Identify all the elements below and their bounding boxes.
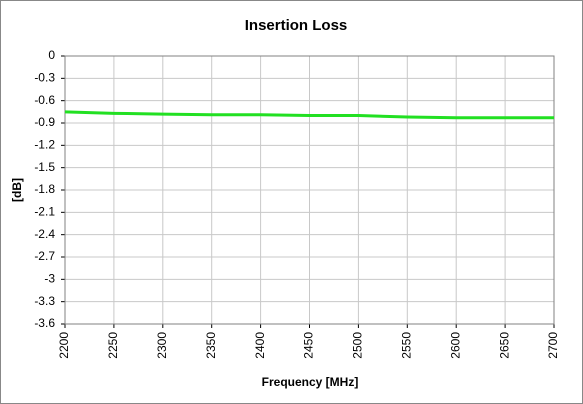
y-tick-label: -1.5 [34, 160, 55, 174]
x-tick-label: 2700 [546, 332, 560, 359]
plot-border [64, 55, 555, 325]
y-tick-label: -0.6 [34, 93, 55, 107]
x-tick-label: 2250 [106, 332, 120, 359]
y-tick-label: -1.2 [34, 138, 55, 152]
x-tick-label: 2200 [57, 332, 71, 359]
x-tick-label: 2600 [448, 332, 462, 359]
x-tick-label: 2350 [204, 332, 218, 359]
y-tick-label: -3.6 [34, 316, 55, 330]
y-tick-label: -0.9 [34, 115, 55, 129]
y-axis-label: [dB] [10, 178, 24, 202]
chart-title: Insertion Loss [245, 17, 348, 34]
y-tick-label: -2.1 [34, 205, 55, 219]
x-tick-label: 2650 [497, 332, 511, 359]
y-tick-label: -1.8 [34, 182, 55, 196]
y-tick-label: -2.4 [34, 227, 55, 241]
x-tick-label: 2450 [302, 332, 316, 359]
y-tick-label: -3.3 [34, 294, 55, 308]
y-tick-label: 0 [48, 48, 55, 62]
y-tick-label: -2.7 [34, 249, 55, 263]
x-tick-label: 2400 [253, 332, 267, 359]
data-line [64, 110, 554, 120]
x-tick-label: 2500 [351, 332, 365, 359]
x-tick-label: 2550 [399, 332, 413, 359]
y-tick-label: -0.3 [34, 71, 55, 85]
x-axis-label: Frequency [MHz] [262, 375, 359, 389]
y-tick-label: -3 [44, 272, 55, 286]
x-tick-label: 2300 [155, 332, 169, 359]
